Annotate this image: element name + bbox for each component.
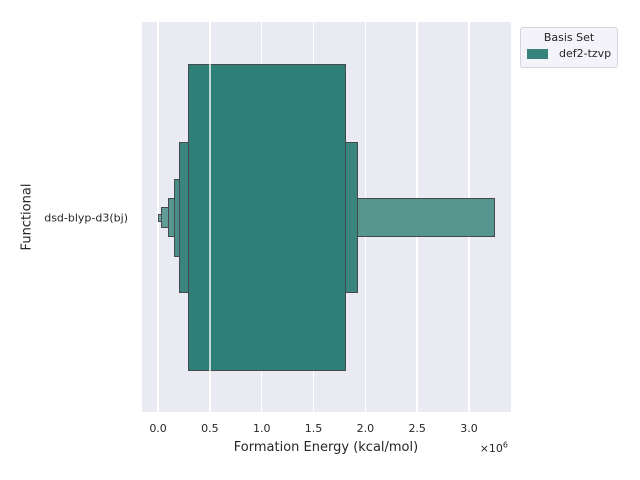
x-tick-label: 0.5 — [201, 422, 219, 435]
x-tick-label: 2.5 — [408, 422, 426, 435]
x-tick-label: 0.0 — [149, 422, 167, 435]
x-tick-label: 1.0 — [252, 422, 271, 435]
x-tick-label: 2.0 — [356, 422, 375, 435]
plot-area — [142, 22, 511, 412]
y-tick-label: dsd-blyp-d3(bj) — [44, 211, 128, 225]
boxen-box-level-1 — [188, 64, 346, 371]
x-axis-offset-text: ×106 — [479, 440, 508, 455]
offset-base: ×10 — [479, 442, 503, 455]
offset-exponent: 6 — [502, 440, 508, 450]
y-axis-label: Functional — [19, 183, 35, 251]
median-line — [208, 64, 211, 371]
legend-title: Basis Set — [543, 31, 595, 44]
legend-entry-label: def2-tzvp — [559, 47, 612, 60]
x-tick-label: 1.5 — [304, 422, 323, 435]
legend-entry: def2-tzvp — [527, 47, 617, 60]
x-axis-label: Formation Energy (kcal/mol) — [233, 440, 419, 455]
legend: Basis Set def2-tzvp — [520, 27, 618, 68]
legend-swatch-icon — [527, 48, 548, 59]
x-tick-label: 3.0 — [460, 422, 478, 435]
